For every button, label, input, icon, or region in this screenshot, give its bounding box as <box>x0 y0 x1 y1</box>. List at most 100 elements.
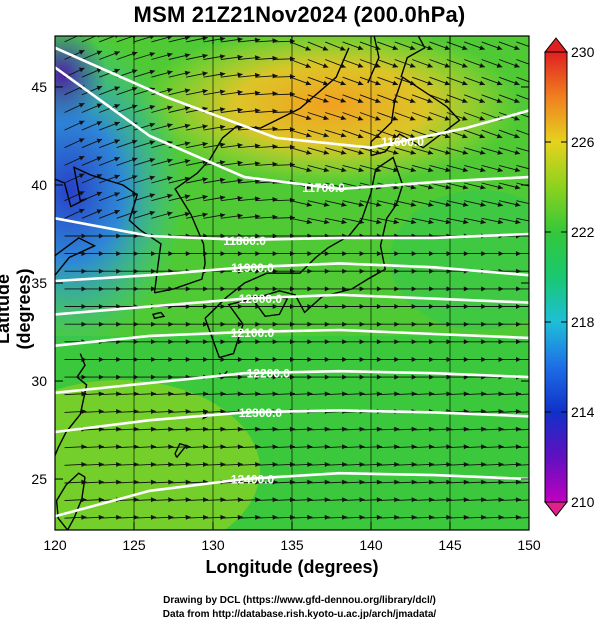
wind-arrow-head <box>219 195 226 201</box>
wind-arrow-head <box>428 391 435 397</box>
wind-arrow <box>516 200 529 205</box>
wind-arrow-head <box>202 141 208 147</box>
wind-arrow <box>516 464 529 466</box>
wind-arrow-head <box>480 202 486 207</box>
wind-arrow-head <box>340 98 346 103</box>
wind-arrow-head <box>219 213 226 218</box>
wind-arrow-head <box>514 80 520 86</box>
x-tick-label: 150 <box>517 537 541 553</box>
chart-title: MSM 21Z21Nov2024 (200.0hPa) <box>133 2 466 27</box>
y-tick-label: 40 <box>31 177 47 193</box>
wind-arrow-head <box>149 193 155 198</box>
wind-arrow-head <box>131 175 138 180</box>
wind-arrow <box>516 446 529 449</box>
colorbar: 230 226 222 218 214 210 <box>543 37 595 517</box>
wind-arrow-head <box>375 150 382 155</box>
coastline-segment <box>55 353 88 456</box>
wind-arrow-head <box>498 391 504 397</box>
wind-arrow-head <box>237 462 243 467</box>
wind-arrow-head <box>428 426 435 432</box>
wind-arrow-head <box>515 219 521 225</box>
contour-line <box>55 369 529 395</box>
wind-arrow-head <box>149 158 155 163</box>
wind-arrow-head <box>480 184 486 190</box>
wind-arrow-head <box>376 426 382 432</box>
wind-arrow-head <box>167 87 173 93</box>
wind-arrow-head <box>96 138 103 144</box>
wind-arrow <box>516 428 529 431</box>
wind-arrow-head <box>515 462 521 467</box>
wind-arrow-head <box>184 106 191 111</box>
wind-arrow-head <box>131 139 138 145</box>
wind-arrow-head <box>533 251 538 256</box>
wind-arrow-head <box>357 98 364 103</box>
wind-arrow-head <box>515 514 521 520</box>
wind-arrow-head <box>479 45 485 51</box>
wind-arrow-head <box>393 167 399 173</box>
wind-arrow <box>516 164 529 170</box>
wind-arrow-head <box>185 514 191 520</box>
wind-arrow-head <box>532 63 538 68</box>
wind-arrow-head <box>133 514 139 520</box>
wind-arrow-head <box>219 36 226 42</box>
wind-arrow-head <box>533 409 538 414</box>
wind-arrow-head <box>114 121 120 127</box>
wind-arrow-head <box>479 80 485 86</box>
wind-arrow-head <box>323 98 329 103</box>
wind-arrow-head <box>481 514 487 520</box>
wind-arrow-head <box>445 184 451 190</box>
wind-arrow-head <box>237 514 243 520</box>
coastline-segment <box>55 472 86 530</box>
wind-arrow-head <box>409 115 416 121</box>
wind-arrow-head <box>323 150 329 155</box>
wind-arrow-head <box>272 514 278 520</box>
wind-arrow-head <box>411 462 417 467</box>
wind-arrow-head <box>237 54 243 60</box>
wind-arrow-head <box>131 157 138 163</box>
wind-arrow-head <box>514 115 520 121</box>
wind-arrow-head <box>497 167 503 173</box>
wind-arrow-head <box>375 133 381 139</box>
wind-arrow-head <box>479 115 485 121</box>
wind-arrow-head <box>237 426 243 432</box>
wind-arrow-head <box>323 167 330 173</box>
wind-arrow-head <box>481 462 487 467</box>
wind-arrow-head <box>167 52 173 58</box>
wind-arrow <box>516 411 529 413</box>
wind-arrow-head <box>116 426 122 432</box>
wind-arrow-head <box>533 269 538 274</box>
contour-line <box>55 262 529 283</box>
wind-arrow-head <box>220 391 226 397</box>
contour-line <box>55 217 529 242</box>
wind-arrow-head <box>533 497 538 502</box>
wind-arrow-head <box>445 167 451 173</box>
wind-arrow-head <box>533 427 538 432</box>
wind-arrow-head <box>375 98 381 103</box>
wind-arrow-head <box>533 462 538 467</box>
wind-arrow-head <box>81 514 87 520</box>
y-tick-label: 25 <box>31 471 47 487</box>
wind-arrow-head <box>342 462 348 467</box>
wind-arrow-head <box>376 514 382 520</box>
wind-arrow-head <box>514 63 520 68</box>
contour-line <box>55 66 529 191</box>
wind-arrow-head <box>149 105 155 110</box>
wind-arrow-head <box>237 143 243 148</box>
wind-arrow-head <box>114 157 120 162</box>
wind-arrow-head <box>203 514 209 520</box>
wind-arrow-head <box>358 219 365 225</box>
wind-arrow-head <box>358 202 364 207</box>
wind-arrow-head <box>410 167 416 173</box>
wind-arrow-head <box>116 462 122 467</box>
wind-arrow-head <box>219 107 226 113</box>
contour-label: 11600.0 <box>381 135 424 149</box>
wind-arrow-head <box>428 202 434 207</box>
wind-arrow-head <box>376 202 382 207</box>
wind-arrow-head <box>96 191 103 197</box>
wind-arrow-head <box>532 98 538 103</box>
x-tick-label: 135 <box>280 537 304 553</box>
wind-arrow-head <box>237 90 243 95</box>
wind-arrow <box>64 36 79 43</box>
wind-arrow-head <box>532 150 538 155</box>
wind-arrow-head <box>496 80 503 86</box>
